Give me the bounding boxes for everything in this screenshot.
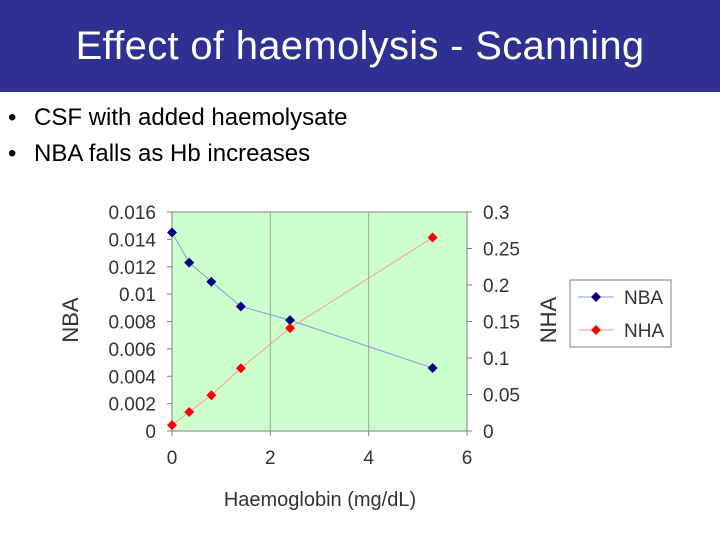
- y-tick-label: 0: [145, 422, 156, 443]
- y-tick-label: 0.012: [108, 258, 156, 279]
- data-point-nha: [167, 420, 177, 431]
- data-point-nha: [184, 407, 195, 418]
- y2-tick-label: 0.05: [483, 386, 520, 407]
- x-tick-label: 4: [363, 448, 374, 469]
- data-point-nha: [206, 390, 217, 401]
- legend-marker-nha: [591, 325, 601, 335]
- legend-marker-nba: [591, 292, 601, 302]
- data-point-nha: [285, 323, 295, 334]
- x-axis-title: Haemoglobin (mg/dL): [224, 489, 416, 511]
- series-line-nha: [171, 237, 433, 426]
- y-tick-label: 0.016: [108, 203, 156, 224]
- series-line-nba: [171, 232, 433, 369]
- legend-box: [569, 279, 672, 348]
- data-point-nba: [427, 363, 438, 374]
- y-axis-title: NBA: [58, 297, 83, 343]
- bullet-icon: •: [8, 140, 17, 167]
- y2-axis-title: NHA: [536, 296, 561, 343]
- bullet-item: • CSF with added haemolysate: [8, 100, 348, 136]
- legend-label-nha: NHA: [624, 321, 664, 342]
- y2-tick-label: 0.3: [483, 203, 509, 224]
- y-tick-label: 0.014: [108, 230, 156, 251]
- data-point-nba: [285, 315, 295, 326]
- data-point-nba: [184, 257, 195, 268]
- bullet-icon: •: [8, 104, 17, 131]
- y2-tick-label: 0.25: [483, 240, 520, 261]
- bullet-text: CSF with added haemolysate: [34, 104, 348, 131]
- x-tick-label: 6: [462, 448, 473, 469]
- slide-title: Effect of haemolysis - Scanning: [75, 23, 645, 68]
- y2-tick-label: 0.15: [483, 313, 520, 334]
- bullet-text: NBA falls as Hb increases: [34, 140, 311, 167]
- y-tick-label: 0.002: [108, 395, 156, 416]
- data-point-nba: [206, 276, 217, 287]
- bullet-item: • NBA falls as Hb increases: [8, 136, 348, 172]
- y2-tick-label: 0: [483, 422, 494, 443]
- y-tick-label: 0.01: [119, 285, 156, 306]
- bullet-list: • CSF with added haemolysate • NBA falls a…: [8, 100, 348, 172]
- data-point-nba: [167, 227, 177, 238]
- y2-tick-label: 0.2: [483, 276, 509, 297]
- plot-area: [171, 211, 468, 432]
- x-tick-label: 0: [167, 448, 178, 469]
- x-tick-label: 2: [265, 448, 276, 469]
- y-tick-label: 0.008: [108, 313, 156, 334]
- data-point-nha: [427, 232, 438, 243]
- y-tick-label: 0.006: [108, 340, 156, 361]
- y-tick-label: 0.004: [108, 367, 156, 388]
- data-point-nha: [235, 363, 246, 374]
- data-point-nba: [235, 301, 246, 312]
- y2-tick-label: 0.1: [483, 349, 509, 370]
- legend-label-nba: NBA: [624, 288, 663, 309]
- title-bar: Effect of haemolysis - Scanning: [0, 0, 720, 92]
